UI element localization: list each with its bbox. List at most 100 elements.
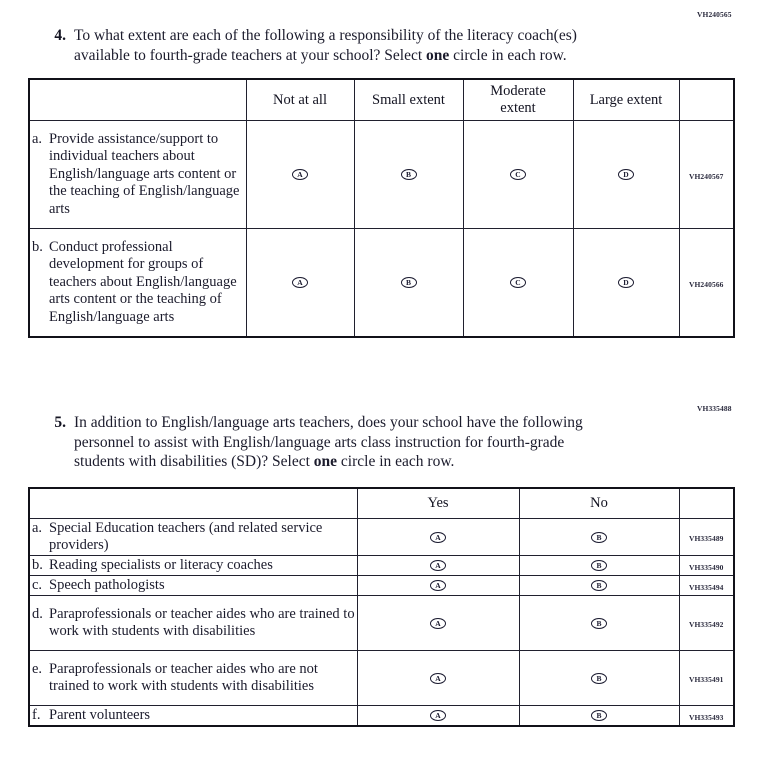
- id-code-text: VH240566: [688, 279, 724, 289]
- table-row: b. Conduct professional development for …: [28, 228, 735, 338]
- row-text-d: Paraprofessionals or teacher aides who a…: [49, 605, 355, 639]
- bubble-cell-a-not-at-all[interactable]: A: [245, 120, 355, 229]
- row-stem-a: a. Provide assistance/support to individ…: [28, 120, 247, 229]
- table-row: f. Parent volunteers A B VH335493: [28, 705, 735, 727]
- bubble-cell-a-large-extent[interactable]: D: [572, 120, 680, 229]
- row-text-a: Provide assistance/support to individual…: [49, 130, 240, 217]
- bubble-cell-b-small-extent[interactable]: B: [353, 228, 464, 338]
- bubble-cell-f-no[interactable]: B: [518, 705, 680, 727]
- question-5-id-code: VH335488: [697, 404, 732, 413]
- question-4-line-2-pre: available to fourth-grade teachers at yo…: [74, 46, 427, 64]
- radio-bubble-a[interactable]: A: [430, 531, 446, 543]
- radio-bubble-b[interactable]: B: [591, 531, 607, 543]
- id-code-text: VH335493: [688, 712, 724, 722]
- id-code-text: VH335490: [688, 562, 724, 572]
- row-id-code-c: VH335494: [678, 575, 735, 596]
- row-letter-f: f.: [32, 706, 41, 723]
- row-letter-b: b.: [32, 238, 43, 255]
- radio-bubble-b[interactable]: B: [400, 169, 417, 181]
- table-question-4-header-row: Not at all Small extent Moderate extent …: [28, 78, 735, 121]
- radio-bubble-a[interactable]: A: [430, 710, 446, 722]
- bubble-cell-d-yes[interactable]: A: [356, 595, 520, 651]
- row-stem-e: e. Paraprofessionals or teacher aides wh…: [28, 650, 358, 706]
- header-small-extent: Small extent: [353, 78, 464, 121]
- bubble-cell-c-yes[interactable]: A: [356, 575, 520, 596]
- radio-bubble-a[interactable]: A: [430, 560, 446, 572]
- table-row: b. Reading specialists or literacy coach…: [28, 555, 735, 576]
- bubble-cell-a-yes[interactable]: A: [356, 518, 520, 556]
- table-question-5-header-row: Yes No: [28, 487, 735, 519]
- table-question-4: Not at all Small extent Moderate extent …: [28, 78, 735, 338]
- question-4-number: 4.: [54, 27, 66, 44]
- row-stem-d: d. Paraprofessionals or teacher aides wh…: [28, 595, 358, 651]
- question-4-emphasis: one: [426, 46, 450, 64]
- id-code-text: VH335492: [688, 620, 724, 629]
- row-stem-c: c. Speech pathologists: [28, 575, 358, 596]
- bubble-cell-a-moderate-extent[interactable]: C: [462, 120, 574, 229]
- radio-bubble-a[interactable]: A: [430, 617, 446, 629]
- row-id-code-d: VH335492: [678, 595, 735, 651]
- radio-bubble-c[interactable]: C: [510, 169, 526, 181]
- radio-bubble-a[interactable]: A: [292, 169, 308, 181]
- header-large-extent: Large extent: [572, 78, 680, 121]
- radio-bubble-d[interactable]: D: [618, 169, 634, 181]
- radio-bubble-b[interactable]: B: [591, 580, 607, 592]
- row-id-code-b: VH240566: [678, 228, 735, 338]
- header-blank-right: [678, 78, 735, 121]
- row-id-code-a: VH335489: [678, 518, 735, 556]
- header-yes: Yes: [356, 487, 520, 519]
- header-no: No: [518, 487, 680, 519]
- table-row: e. Paraprofessionals or teacher aides wh…: [28, 650, 735, 706]
- row-letter-a: a.: [32, 519, 43, 536]
- radio-bubble-a[interactable]: A: [430, 672, 446, 684]
- row-text-b: Reading specialists or literacy coaches: [49, 556, 273, 573]
- header-not-at-all: Not at all: [245, 78, 355, 121]
- row-stem-a: a. Special Education teachers (and relat…: [28, 518, 358, 556]
- table-row: a. Special Education teachers (and relat…: [28, 518, 735, 556]
- question-4-text: To what extent are each of the following…: [74, 26, 577, 65]
- radio-bubble-c[interactable]: C: [510, 277, 526, 289]
- bubble-cell-b-moderate-extent[interactable]: C: [462, 228, 574, 338]
- radio-bubble-b[interactable]: B: [591, 560, 607, 572]
- header-moderate-line-2: extent: [500, 100, 536, 116]
- bubble-cell-f-yes[interactable]: A: [356, 705, 520, 727]
- question-5-emphasis: one: [313, 453, 338, 470]
- radio-bubble-b[interactable]: B: [591, 710, 607, 722]
- radio-bubble-a[interactable]: A: [430, 580, 446, 592]
- header-blank-right: [678, 487, 735, 519]
- header-moderate-extent: Moderate extent: [462, 78, 574, 121]
- row-letter-d: d.: [32, 605, 43, 622]
- header-moderate-line-1: Moderate: [490, 83, 546, 99]
- row-id-code-a: VH240567: [678, 120, 735, 229]
- bubble-cell-e-no[interactable]: B: [518, 650, 680, 706]
- row-text-c: Speech pathologists: [49, 576, 165, 593]
- bubble-cell-a-no[interactable]: B: [518, 518, 680, 556]
- id-code-text: VH240567: [688, 171, 724, 181]
- radio-bubble-b[interactable]: B: [400, 277, 417, 289]
- row-stem-f: f. Parent volunteers: [28, 705, 358, 727]
- header-blank-left: [28, 487, 358, 519]
- id-code-text: VH335489: [688, 534, 724, 543]
- radio-bubble-b[interactable]: B: [591, 617, 607, 629]
- question-5-line-3-pre: students with disabilities (SD)? Select: [74, 453, 314, 470]
- bubble-cell-b-large-extent[interactable]: D: [572, 228, 680, 338]
- row-id-code-e: VH335491: [678, 650, 735, 706]
- question-4-line-1: To what extent are each of the following…: [74, 27, 577, 44]
- row-stem-b: b. Conduct professional development for …: [28, 228, 247, 338]
- question-5-number: 5.: [54, 414, 66, 431]
- radio-bubble-b[interactable]: B: [591, 672, 607, 684]
- bubble-cell-a-small-extent[interactable]: B: [353, 120, 464, 229]
- question-4-line-2-post: circle in each row.: [449, 46, 567, 64]
- bubble-cell-b-yes[interactable]: A: [356, 555, 520, 576]
- bubble-cell-d-no[interactable]: B: [518, 595, 680, 651]
- radio-bubble-a[interactable]: A: [292, 277, 308, 289]
- question-5: 5. In addition to English/language arts …: [40, 413, 680, 472]
- bubble-cell-b-not-at-all[interactable]: A: [245, 228, 355, 338]
- bubble-cell-c-no[interactable]: B: [518, 575, 680, 596]
- bubble-cell-e-yes[interactable]: A: [356, 650, 520, 706]
- bubble-cell-b-no[interactable]: B: [518, 555, 680, 576]
- row-letter-a: a.: [32, 130, 43, 147]
- radio-bubble-d[interactable]: D: [618, 277, 634, 289]
- row-letter-c: c.: [32, 576, 43, 593]
